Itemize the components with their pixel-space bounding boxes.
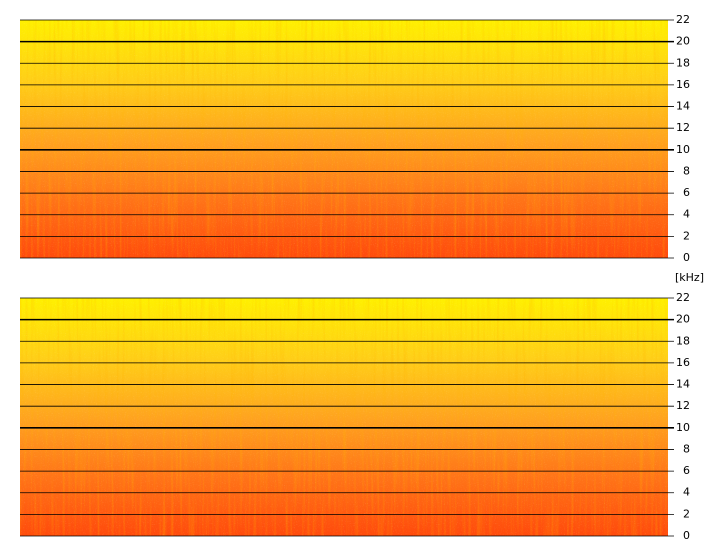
y-tick-label: 0 bbox=[683, 529, 690, 542]
y-tick-label: 12 bbox=[676, 121, 690, 134]
y-tick-label: 14 bbox=[676, 378, 690, 391]
spectrogram-speckle bbox=[20, 20, 668, 258]
spectrogram-speckle bbox=[20, 298, 668, 536]
y-tick-label: 22 bbox=[676, 13, 690, 26]
y-tick-label: 8 bbox=[683, 442, 690, 455]
y-tick-label: 2 bbox=[683, 229, 690, 242]
y-tick-label: 0 bbox=[683, 251, 690, 264]
y-tick-label: 12 bbox=[676, 399, 690, 412]
y-tick-label: 4 bbox=[683, 208, 690, 221]
y-tick-label: 10 bbox=[676, 143, 690, 156]
y-tick-label: 18 bbox=[676, 334, 690, 347]
y-tick-label: 20 bbox=[676, 313, 690, 326]
y-tick-label: 4 bbox=[683, 486, 690, 499]
y-tick-label: 6 bbox=[683, 464, 690, 477]
y-tick-label: 2 bbox=[683, 507, 690, 520]
y-tick-label: 6 bbox=[683, 186, 690, 199]
y-tick-label: 16 bbox=[676, 78, 690, 91]
y-tick-label: 8 bbox=[683, 164, 690, 177]
y-tick-label: 16 bbox=[676, 356, 690, 369]
y-tick-label: 22 bbox=[676, 291, 690, 304]
y-tick-label: 18 bbox=[676, 56, 690, 69]
y-tick-label: 14 bbox=[676, 100, 690, 113]
y-axis-label: [kHz] bbox=[675, 271, 704, 284]
y-tick-label: 20 bbox=[676, 35, 690, 48]
y-tick-label: 10 bbox=[676, 421, 690, 434]
